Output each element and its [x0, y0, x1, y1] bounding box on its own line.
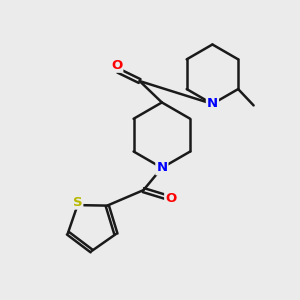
Text: O: O [111, 59, 122, 72]
Text: N: N [156, 161, 167, 174]
Text: S: S [73, 196, 82, 208]
Text: N: N [207, 98, 218, 110]
Text: O: O [165, 192, 176, 205]
